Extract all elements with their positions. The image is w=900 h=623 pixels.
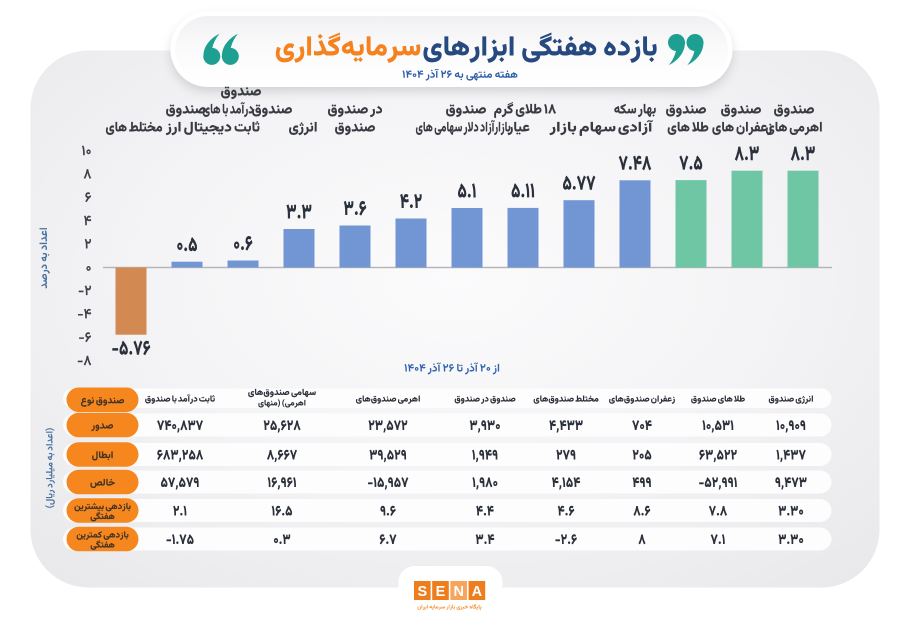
svg-text:S: S [417,584,427,600]
svg-text:E: E [436,584,446,600]
svg-text:A: A [472,584,483,600]
svg-text:N: N [453,584,463,600]
